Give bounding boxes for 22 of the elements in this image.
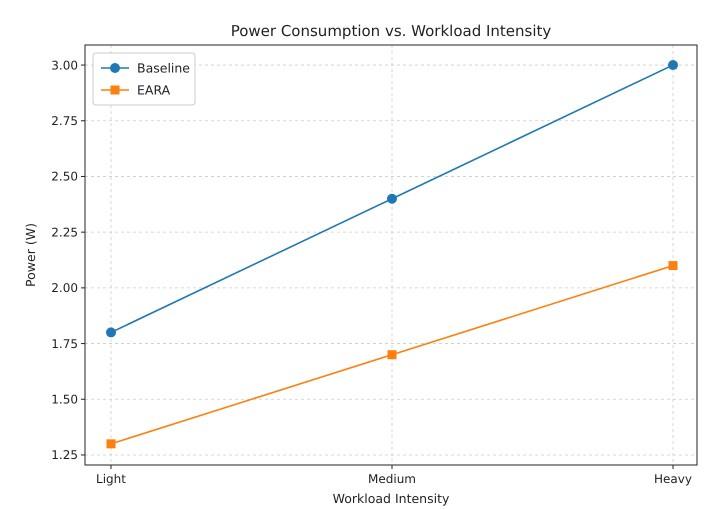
- y-tick-label: 2.75: [51, 114, 78, 128]
- point: [668, 261, 678, 270]
- y-tick-label: 1.25: [51, 448, 78, 462]
- point: [106, 439, 116, 448]
- x-tick-label: Light: [96, 472, 126, 486]
- y-tick-label: 3.00: [51, 58, 78, 72]
- point: [387, 194, 397, 204]
- point: [106, 327, 116, 338]
- chart-title: Power Consumption vs. Workload Intensity: [230, 22, 552, 40]
- y-tick-label: 1.50: [51, 392, 78, 406]
- legend-label: Baseline: [137, 60, 190, 76]
- x-axis-title: Workload Intensity: [332, 491, 450, 506]
- y-tick-label: 2.00: [51, 281, 78, 296]
- point: [388, 350, 396, 360]
- y-tick-label: 2.25: [51, 225, 78, 240]
- y-axis-title: Power (W): [23, 223, 38, 287]
- x-tick-label: Medium: [368, 472, 416, 486]
- legend-label: EARA: [137, 82, 171, 98]
- y-tick-label: 2.50: [51, 170, 78, 184]
- point: [668, 60, 678, 70]
- y-tick-label: 1.75: [51, 336, 78, 351]
- x-tick-label: Heavy: [654, 472, 692, 486]
